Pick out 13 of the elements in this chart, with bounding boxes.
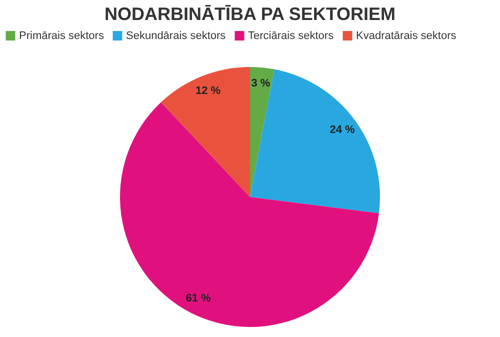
legend-label: Sekundārais sektors (126, 30, 226, 42)
pie-slice (250, 69, 380, 214)
legend-label: Primārais sektors (19, 30, 104, 42)
pie-slice (120, 102, 379, 327)
data-label: 12 % (195, 85, 221, 98)
data-label: 3 % (251, 78, 270, 90)
data-label: 24 % (330, 124, 355, 136)
pie-slice (250, 67, 274, 197)
legend-label: Terciārais sektors (248, 30, 334, 42)
legend-label: Kvadratārais sektors (356, 30, 457, 42)
data-label: 61 % (186, 292, 211, 305)
pie-slice (161, 67, 250, 197)
chart-title: NODARBINĀTĪBA PA SEKTORIEM (104, 4, 396, 24)
